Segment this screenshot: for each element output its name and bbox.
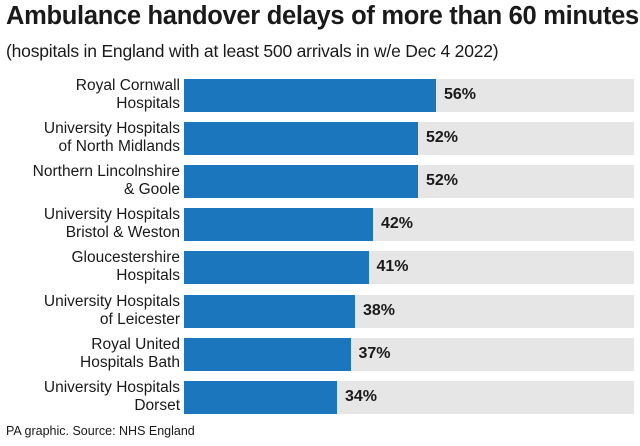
category-label-line: University Hospitals	[43, 206, 180, 224]
category-label-line: Royal Cornwall	[75, 77, 180, 94]
bar-row: University Hospitals Dorset 34%	[0, 379, 640, 419]
value-label: 56%	[444, 86, 477, 103]
chart-subtitle: (hospitals in England with at least 500 …	[6, 41, 499, 61]
category-label: University Hospitals of North Midlands	[2, 120, 180, 156]
category-label-line: Dorset	[134, 396, 180, 414]
category-label: Gloucestershire Hospitals	[2, 249, 180, 285]
category-label-line: & Goole	[123, 181, 180, 199]
category-label: Northern Lincolnshire & Goole	[2, 163, 180, 199]
category-label-line: of Leicester	[99, 310, 180, 328]
category-label: Royal Cornwall Hospitals	[2, 77, 180, 113]
bar	[184, 165, 418, 199]
category-label-line: Hospitals Bath	[80, 353, 180, 371]
category-label-line: Bristol & Weston	[65, 224, 180, 242]
category-label-line: University Hospitals	[43, 292, 180, 310]
bar	[184, 251, 369, 285]
source-note: PA graphic. Source: NHS England	[6, 424, 195, 438]
category-label-line: Hospitals	[116, 95, 180, 112]
bar	[184, 122, 418, 156]
category-label-line: Hospitals	[116, 267, 180, 285]
bar	[184, 208, 373, 242]
category-label-line: of North Midlands	[58, 138, 180, 156]
category-label: Royal United Hospitals Bath	[2, 336, 180, 372]
value-label: 41%	[376, 258, 409, 276]
value-label: 34%	[345, 387, 378, 405]
chart-title: Ambulance handover delays of more than 6…	[6, 2, 639, 30]
category-label: University Hospitals Dorset	[2, 379, 180, 415]
bar	[184, 79, 436, 112]
category-label-line: Northern Lincolnshire	[32, 163, 180, 181]
category-label: University Hospitals of Leicester	[2, 293, 180, 329]
value-label: 52%	[426, 129, 459, 147]
bar-row: University Hospitals of North Midlands 52%	[0, 120, 640, 160]
bar-row: University Hospitals of Leicester 38%	[0, 293, 640, 333]
category-label-line: Gloucestershire	[71, 249, 180, 267]
bar	[184, 294, 355, 328]
bar-row: Royal Cornwall Hospitals 56%	[0, 77, 640, 117]
bar-row: University Hospitals Bristol & Weston 42%	[0, 206, 640, 246]
value-label: 42%	[381, 215, 414, 233]
value-label: 37%	[358, 344, 391, 362]
category-label-line: Royal United	[91, 335, 180, 353]
category-label-line: University Hospitals	[43, 120, 180, 138]
bar-row: Gloucestershire Hospitals 41%	[0, 249, 640, 289]
category-label-line: University Hospitals	[43, 378, 180, 396]
bar	[184, 380, 337, 414]
value-label: 38%	[363, 301, 396, 319]
value-label: 52%	[426, 172, 459, 190]
category-label: University Hospitals Bristol & Weston	[2, 206, 180, 242]
bar	[184, 337, 351, 371]
bar-row: Northern Lincolnshire & Goole 52%	[0, 163, 640, 203]
bar-row: Royal United Hospitals Bath 37%	[0, 336, 640, 376]
